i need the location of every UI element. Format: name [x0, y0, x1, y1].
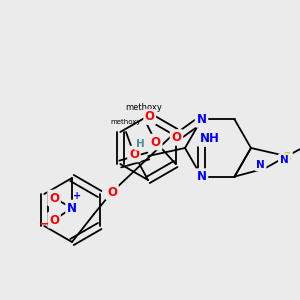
- Text: O: O: [49, 191, 59, 205]
- Text: O: O: [129, 148, 139, 160]
- Text: O: O: [145, 110, 155, 124]
- Text: S: S: [283, 151, 291, 164]
- Text: −: −: [39, 218, 49, 230]
- Text: H: H: [136, 139, 145, 149]
- Text: +: +: [73, 191, 81, 201]
- Text: methoxy: methoxy: [125, 103, 162, 112]
- Text: O: O: [172, 131, 182, 144]
- Text: N: N: [280, 155, 288, 165]
- Text: O: O: [107, 185, 117, 199]
- Text: methoxy: methoxy: [111, 119, 141, 125]
- Text: N: N: [196, 113, 206, 126]
- Text: O: O: [49, 214, 59, 226]
- Text: O: O: [151, 136, 161, 148]
- Text: N: N: [256, 160, 265, 170]
- Text: N: N: [67, 202, 77, 214]
- Text: N: N: [196, 170, 206, 183]
- Text: NH: NH: [200, 132, 219, 145]
